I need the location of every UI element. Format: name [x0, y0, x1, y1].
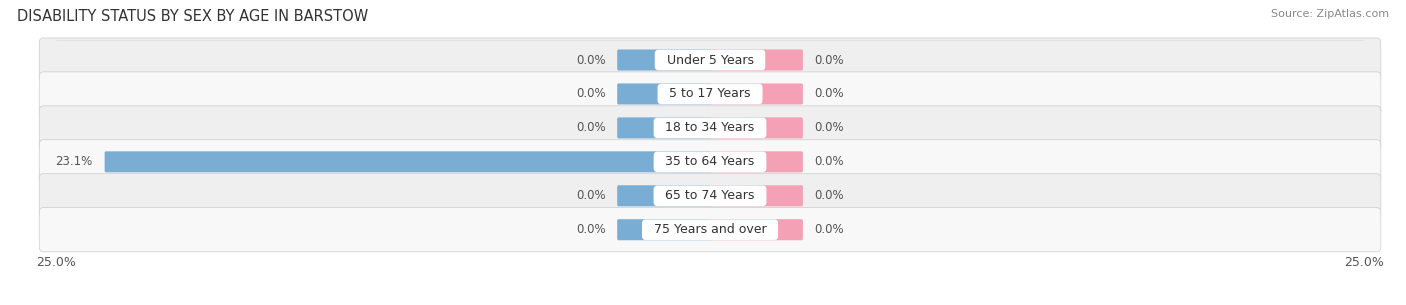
FancyBboxPatch shape — [617, 219, 711, 240]
Text: 0.0%: 0.0% — [576, 189, 606, 202]
Text: 0.0%: 0.0% — [814, 223, 844, 236]
FancyBboxPatch shape — [709, 49, 803, 70]
FancyBboxPatch shape — [104, 151, 711, 172]
Text: 0.0%: 0.0% — [576, 88, 606, 100]
Text: 0.0%: 0.0% — [814, 88, 844, 100]
FancyBboxPatch shape — [39, 106, 1381, 150]
Text: 65 to 74 Years: 65 to 74 Years — [658, 189, 762, 202]
Text: 0.0%: 0.0% — [576, 223, 606, 236]
FancyBboxPatch shape — [39, 208, 1381, 252]
FancyBboxPatch shape — [617, 117, 711, 138]
Text: 23.1%: 23.1% — [56, 155, 93, 168]
FancyBboxPatch shape — [617, 49, 711, 70]
FancyBboxPatch shape — [39, 140, 1381, 184]
Text: 0.0%: 0.0% — [814, 155, 844, 168]
FancyBboxPatch shape — [709, 84, 803, 105]
FancyBboxPatch shape — [39, 38, 1381, 82]
Text: 0.0%: 0.0% — [814, 121, 844, 135]
FancyBboxPatch shape — [709, 185, 803, 206]
Text: 75 Years and over: 75 Years and over — [645, 223, 775, 236]
FancyBboxPatch shape — [617, 84, 711, 105]
Text: 0.0%: 0.0% — [576, 121, 606, 135]
FancyBboxPatch shape — [617, 185, 711, 206]
Text: Under 5 Years: Under 5 Years — [658, 53, 762, 66]
Text: 0.0%: 0.0% — [576, 53, 606, 66]
Text: 0.0%: 0.0% — [814, 189, 844, 202]
FancyBboxPatch shape — [39, 174, 1381, 218]
Text: 18 to 34 Years: 18 to 34 Years — [658, 121, 762, 135]
Text: 5 to 17 Years: 5 to 17 Years — [661, 88, 759, 100]
FancyBboxPatch shape — [709, 117, 803, 138]
Text: 35 to 64 Years: 35 to 64 Years — [658, 155, 762, 168]
Text: DISABILITY STATUS BY SEX BY AGE IN BARSTOW: DISABILITY STATUS BY SEX BY AGE IN BARST… — [17, 9, 368, 24]
Text: 0.0%: 0.0% — [814, 53, 844, 66]
FancyBboxPatch shape — [39, 72, 1381, 116]
Text: Source: ZipAtlas.com: Source: ZipAtlas.com — [1271, 9, 1389, 19]
FancyBboxPatch shape — [709, 151, 803, 172]
FancyBboxPatch shape — [709, 219, 803, 240]
